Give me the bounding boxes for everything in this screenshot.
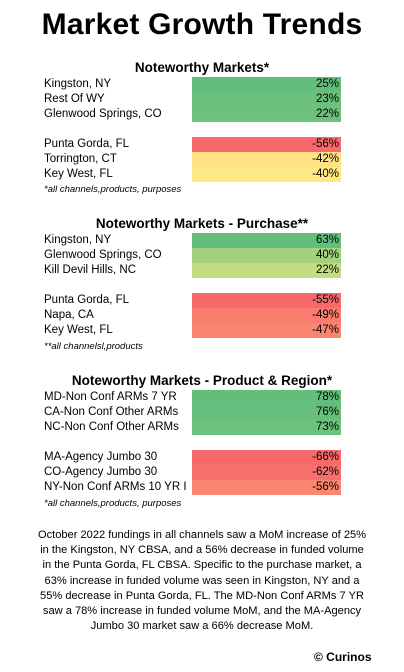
market-label: Rest Of WY [44,93,105,105]
market-label: NY-Non Conf ARMs 10 YR I [44,481,187,493]
market-value: -55% [192,293,341,308]
footnote: *all channels,products, purposes [44,498,182,509]
market-label: MD-Non Conf ARMs 7 YR [44,391,177,403]
market-value: 22% [192,107,341,122]
market-row: Punta Gorda, FL -56% [44,137,341,152]
market-value: -56% [192,137,341,152]
market-label: Glenwood Springs, CO [44,249,162,261]
section-title-noteworthy-markets: Noteworthy Markets* [134,60,270,75]
market-value: 63% [192,233,341,248]
market-value: 78% [192,390,341,405]
curinos-logo: © Curinos [314,650,372,664]
market-label: Torrington, CT [44,153,117,165]
market-label: Kingston, NY [44,78,112,90]
market-value: 76% [192,405,341,420]
market-value: 22% [192,263,341,278]
summary-paragraph: October 2022 fundings in all channels sa… [37,529,367,633]
page-title: Market Growth Trends [41,8,363,41]
market-value: -62% [192,465,341,480]
market-value: -40% [192,167,341,182]
section-title-purchase: Noteworthy Markets - Purchase** [95,216,309,231]
market-value: -56% [192,480,341,495]
market-label: NC-Non Conf Other ARMs [44,421,179,433]
market-label: CA-Non Conf Other ARMs [44,406,179,418]
market-value: 25% [192,77,341,92]
market-row: MD-Non Conf ARMs 7 YR 78% [44,390,341,405]
market-row: Kingston, NY 63% [44,233,341,248]
market-value: -47% [192,323,341,338]
market-row: Glenwood Springs, CO 40% [44,248,341,263]
market-label: Key West, FL [44,168,113,180]
market-row: Napa, CA -49% [44,308,341,323]
market-row: Glenwood Springs, CO 22% [44,107,341,122]
market-label: CO-Agency Jumbo 30 [44,466,158,478]
market-label: MA-Agency Jumbo 30 [44,451,158,463]
market-row: CO-Agency Jumbo 30 -62% [44,465,341,480]
market-label: Punta Gorda, FL [44,138,130,150]
market-row: Key West, FL -47% [44,323,341,338]
market-row: Kill Devil Hills, NC 22% [44,263,341,278]
market-row: NC-Non Conf Other ARMs 73% [44,420,341,435]
market-value: -66% [192,450,341,465]
market-row: CA-Non Conf Other ARMs 76% [44,405,341,420]
market-row: Key West, FL -40% [44,167,341,182]
market-value: -49% [192,308,341,323]
market-row: Punta Gorda, FL -55% [44,293,341,308]
market-label: Kingston, NY [44,234,112,246]
market-value: 40% [192,248,341,263]
market-value: 73% [192,420,341,435]
market-label: Napa, CA [44,309,94,321]
footnote: *all channels,products, purposes [44,184,182,195]
market-row: Torrington, CT -42% [44,152,341,167]
market-row: Kingston, NY 25% [44,77,341,92]
market-value: 23% [192,92,341,107]
market-label: Glenwood Springs, CO [44,108,162,120]
market-label: Key West, FL [44,324,113,336]
market-label: Kill Devil Hills, NC [44,264,137,276]
market-value: -42% [192,152,341,167]
footnote: **all channelsl,products [44,341,143,352]
market-row: NY-Non Conf ARMs 10 YR I -56% [44,480,341,495]
market-label: Punta Gorda, FL [44,294,130,306]
section-title-product-region: Noteworthy Markets - Product & Region* [71,373,333,388]
market-row: Rest Of WY 23% [44,92,341,107]
market-row: MA-Agency Jumbo 30 -66% [44,450,341,465]
